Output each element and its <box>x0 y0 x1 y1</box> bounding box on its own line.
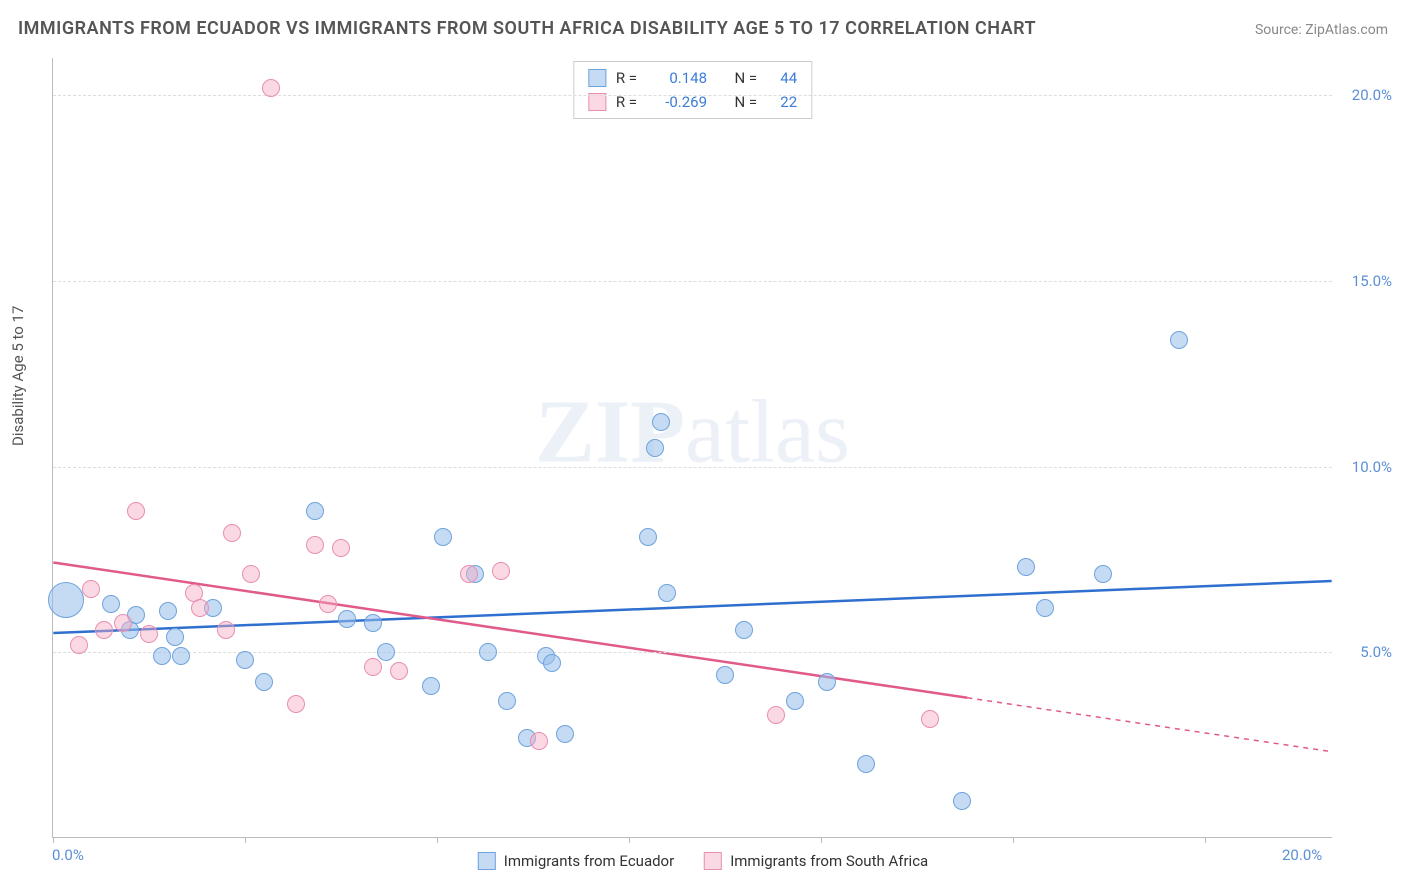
data-point <box>658 584 676 602</box>
bottom-legend: Immigrants from Ecuador Immigrants from S… <box>478 852 928 870</box>
data-point <box>287 695 305 713</box>
data-point <box>48 582 84 618</box>
data-point <box>153 647 171 665</box>
x-tick <box>821 837 822 843</box>
data-point <box>460 565 478 583</box>
x-tick <box>437 837 438 843</box>
data-point <box>262 79 280 97</box>
y-tick-label: 20.0% <box>1352 86 1392 104</box>
stat-n-value: 44 <box>767 66 797 90</box>
data-point <box>332 539 350 557</box>
data-point <box>114 614 132 632</box>
data-point <box>306 502 324 520</box>
data-point <box>735 621 753 639</box>
data-point <box>242 565 260 583</box>
stat-n-label: N = <box>735 90 758 114</box>
data-point <box>646 439 664 457</box>
y-tick-label: 10.0% <box>1352 458 1392 476</box>
data-point <box>818 673 836 691</box>
gridline <box>53 95 1332 96</box>
data-point <box>422 677 440 695</box>
data-point <box>434 528 452 546</box>
data-point <box>306 536 324 554</box>
data-point <box>767 706 785 724</box>
data-point <box>479 643 497 661</box>
data-point <box>172 647 190 665</box>
data-point <box>236 651 254 669</box>
legend-item: Immigrants from South Africa <box>704 852 928 870</box>
data-point <box>217 621 235 639</box>
gridline <box>53 281 1332 282</box>
data-point <box>652 413 670 431</box>
legend-swatch <box>704 852 722 870</box>
data-point <box>166 628 184 646</box>
data-point <box>543 654 561 672</box>
data-point <box>377 643 395 661</box>
stats-box: R = 0.148 N = 44 R = -0.269 N = 22 <box>573 61 812 119</box>
gridline <box>53 467 1332 468</box>
data-point <box>492 562 510 580</box>
data-point <box>191 599 209 617</box>
stat-n-label: N = <box>735 66 758 90</box>
x-tick-label-start: 0.0% <box>52 846 84 864</box>
stat-r-label: R = <box>616 66 637 90</box>
data-point <box>319 595 337 613</box>
data-point <box>255 673 273 691</box>
chart-title: IMMIGRANTS FROM ECUADOR VS IMMIGRANTS FR… <box>18 18 1036 39</box>
x-tick <box>1013 837 1014 843</box>
x-tick-label-end: 20.0% <box>1282 846 1322 864</box>
stat-r-value: 0.148 <box>647 66 707 90</box>
data-point <box>82 580 100 598</box>
stat-r-label: R = <box>616 90 637 114</box>
data-point <box>364 614 382 632</box>
stats-row: R = -0.269 N = 22 <box>588 90 797 114</box>
trend-lines <box>53 58 1332 837</box>
data-point <box>70 636 88 654</box>
stats-row: R = 0.148 N = 44 <box>588 66 797 90</box>
watermark: ZIPatlas <box>535 380 850 483</box>
plot-area: ZIPatlas R =0.148 N =44R =-0.269 N =22 5… <box>52 58 1332 838</box>
data-point <box>140 625 158 643</box>
x-tick <box>245 837 246 843</box>
data-point <box>556 725 574 743</box>
data-point <box>857 755 875 773</box>
legend-label: Immigrants from Ecuador <box>504 852 674 870</box>
y-tick-label: 15.0% <box>1352 272 1392 290</box>
stat-r-value: -0.269 <box>647 90 707 114</box>
x-tick <box>53 837 54 843</box>
data-point <box>953 792 971 810</box>
data-point <box>102 595 120 613</box>
data-point <box>639 528 657 546</box>
data-point <box>1094 565 1112 583</box>
data-point <box>1170 331 1188 349</box>
legend-swatch <box>478 852 496 870</box>
data-point <box>223 524 241 542</box>
legend-item: Immigrants from Ecuador <box>478 852 674 870</box>
data-point <box>498 692 516 710</box>
data-point <box>127 502 145 520</box>
data-point <box>159 602 177 620</box>
data-point <box>1017 558 1035 576</box>
y-axis-label: Disability Age 5 to 17 <box>9 306 27 446</box>
legend-label: Immigrants from South Africa <box>730 852 928 870</box>
source-attribution: Source: ZipAtlas.com <box>1255 22 1388 38</box>
data-point <box>364 658 382 676</box>
data-point <box>716 666 734 684</box>
stat-n-value: 22 <box>767 90 797 114</box>
data-point <box>1036 599 1054 617</box>
data-point <box>530 732 548 750</box>
x-tick <box>629 837 630 843</box>
data-point <box>786 692 804 710</box>
data-point <box>390 662 408 680</box>
y-tick-label: 5.0% <box>1360 643 1392 661</box>
data-point <box>95 621 113 639</box>
data-point <box>921 710 939 728</box>
legend-swatch <box>588 69 606 87</box>
x-tick <box>1205 837 1206 843</box>
data-point <box>338 610 356 628</box>
